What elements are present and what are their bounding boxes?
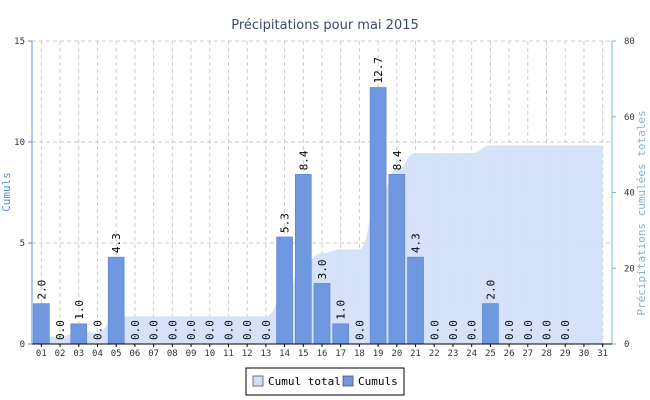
bar-value-label-27: 0.0: [522, 320, 535, 340]
bar-value-label-19: 12.7: [372, 57, 385, 84]
bar-25: [482, 303, 499, 345]
bar-value-label-25: 2.0: [484, 280, 497, 300]
bars: [33, 87, 499, 345]
legend-label-cumuls: Cumuls: [358, 375, 398, 388]
legend-swatch-cumuls: [342, 375, 354, 387]
cumulative-area: [41, 145, 603, 344]
legend-swatch-cumul-total: [252, 375, 264, 387]
y-tick-label: 5: [20, 239, 25, 249]
bar-value-label-21: 4.3: [410, 233, 423, 253]
x-tick-label: 19: [373, 349, 384, 359]
y2-axis-label: Précipitations cumulées totales: [635, 110, 648, 315]
bar-17: [332, 323, 350, 345]
x-tick-label: 06: [129, 349, 140, 359]
bar-value-label-14: 5.3: [279, 213, 292, 233]
legend-box: [245, 367, 405, 396]
x-tick-label: 23: [448, 349, 459, 359]
bar-value-label-10: 0.0: [204, 320, 217, 340]
bar-value-label-13: 0.0: [260, 320, 273, 340]
x-tick-label: 30: [579, 349, 590, 359]
bar-05: [107, 256, 125, 345]
bar-value-label-15: 8.4: [297, 150, 310, 170]
y-axis-label: Cumuls: [0, 172, 13, 212]
y2-tick-label: 0: [624, 340, 629, 350]
cumul-total-area: [41, 145, 603, 344]
bar-value-label-07: 0.0: [148, 320, 161, 340]
x-tick-label: 21: [410, 349, 421, 359]
x-tick-label: 26: [504, 349, 515, 359]
bar-value-label-28: 0.0: [541, 320, 554, 340]
chart-title: Précipitations pour mai 2015: [231, 18, 419, 33]
legend-label-cumul-total: Cumul total: [268, 375, 341, 388]
bar-value-label-09: 0.0: [185, 320, 198, 340]
y-tick-label: 15: [14, 37, 25, 47]
y-tick-label: 10: [14, 138, 25, 148]
x-tick-label: 01: [36, 349, 47, 359]
y2-tick-label: 40: [624, 189, 635, 199]
bar-14: [276, 236, 293, 345]
bar-value-label-08: 0.0: [166, 320, 179, 340]
bar-20: [388, 174, 406, 345]
bar-value-label-12: 0.0: [241, 320, 254, 340]
x-tick-label: 08: [167, 349, 178, 359]
x-tick-label: 03: [73, 349, 84, 359]
bar-value-label-03: 1.0: [73, 300, 86, 320]
bar-value-label-11: 0.0: [222, 320, 235, 340]
bar-value-label-29: 0.0: [559, 320, 572, 340]
x-tick-label: 12: [242, 349, 253, 359]
bar-value-label-17: 1.0: [335, 300, 348, 320]
y-tick-label: 0: [20, 340, 25, 350]
bar-value-labels: 2.0 0.0 1.0 0.0 4.3 0.0 0.0 0.0 0.0 0.0 0.0 0.0 0.0 5…: [35, 57, 572, 340]
bar-01: [33, 303, 50, 345]
bar-19: [369, 87, 387, 345]
bar-03: [70, 323, 88, 345]
x-tick-label: 02: [55, 349, 66, 359]
x-tick-label: 29: [560, 349, 571, 359]
x-tick-label: 11: [223, 349, 234, 359]
bar-21: [407, 256, 424, 345]
bar-value-label-04: 0.0: [91, 320, 104, 340]
x-tick-label: 22: [429, 349, 440, 359]
x-tick-label: 18: [354, 349, 365, 359]
x-tick-label: 28: [541, 349, 552, 359]
x-tick-label: 05: [111, 349, 122, 359]
x-tick-label: 13: [260, 349, 271, 359]
bar-value-label-02: 0.0: [54, 320, 67, 340]
x-tick-label: 27: [522, 349, 533, 359]
y2-tick-label: 60: [624, 113, 635, 123]
bar-value-label-23: 0.0: [447, 320, 460, 340]
x-tick-label: 25: [485, 349, 496, 359]
bar-value-label-24: 0.0: [466, 320, 479, 340]
bar-value-label-01: 2.0: [35, 280, 48, 300]
y2-tick-label: 20: [624, 264, 635, 274]
x-tick-label: 04: [92, 349, 103, 359]
bar-value-label-26: 0.0: [503, 320, 516, 340]
bar-value-label-20: 8.4: [391, 150, 404, 170]
bar-16: [313, 283, 331, 345]
x-tick-label: 24: [466, 349, 477, 359]
bar-value-label-16: 3.0: [316, 260, 329, 280]
bar-value-label-06: 0.0: [129, 320, 142, 340]
x-tick-label: 20: [391, 349, 402, 359]
legend: Cumul total Cumuls: [245, 367, 405, 396]
x-tick-label: 10: [204, 349, 215, 359]
bar-value-label-05: 4.3: [110, 233, 123, 253]
x-tick-label: 31: [597, 349, 608, 359]
bar-value-label-18: 0.0: [353, 320, 366, 340]
bar-15: [294, 174, 312, 345]
x-tick-label: 17: [335, 349, 346, 359]
x-tick-label: 16: [317, 349, 328, 359]
x-tick-label: 14: [279, 349, 290, 359]
x-tick-label: 09: [186, 349, 197, 359]
y2-tick-label: 80: [624, 37, 635, 47]
x-tick-label: 07: [148, 349, 159, 359]
x-tick-label: 15: [298, 349, 309, 359]
bar-value-label-22: 0.0: [428, 320, 441, 340]
